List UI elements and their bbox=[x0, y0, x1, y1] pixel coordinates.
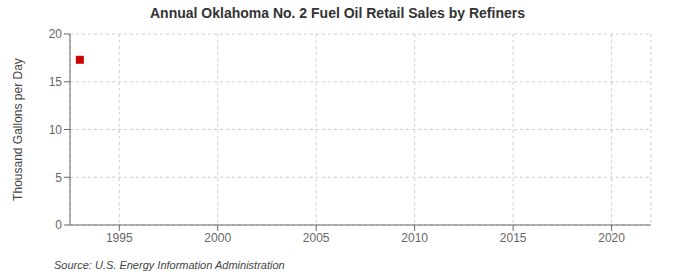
svg-text:10: 10 bbox=[49, 123, 63, 137]
html-text:Source: U.S. Energy Informatio: Source: U.S. Energy Information Administ… bbox=[54, 259, 285, 271]
svg-text:2015: 2015 bbox=[500, 231, 527, 245]
svg-text:2000: 2000 bbox=[204, 231, 231, 245]
html-text:Annual Oklahoma No. 2 Fuel Oil: Annual Oklahoma No. 2 Fuel Oil Retail Sa… bbox=[150, 5, 525, 21]
svg-text:2020: 2020 bbox=[598, 231, 625, 245]
svg-text:0: 0 bbox=[55, 218, 62, 232]
svg-text:Thousand Gallons per Day: Thousand Gallons per Day bbox=[11, 58, 25, 201]
svg-text:1995: 1995 bbox=[106, 231, 133, 245]
svg-text:20: 20 bbox=[49, 27, 63, 41]
svg-text:2010: 2010 bbox=[401, 231, 428, 245]
svg-text:2005: 2005 bbox=[303, 231, 330, 245]
svg-text:5: 5 bbox=[55, 171, 62, 185]
svg-text:15: 15 bbox=[49, 75, 63, 89]
